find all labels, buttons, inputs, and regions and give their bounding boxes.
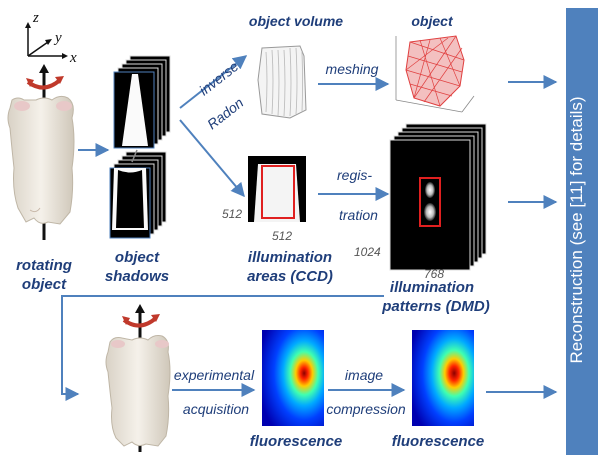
fluorescence-label-2: fluorescence xyxy=(392,433,485,450)
fluorescence-label-1: fluorescence xyxy=(250,433,343,450)
ccd-height-label: 512 xyxy=(222,207,242,221)
experimental-label: experimental xyxy=(174,367,255,383)
dmd-stack xyxy=(390,124,486,270)
compression-label: compression xyxy=(326,401,406,417)
inverse-label: inverse xyxy=(196,58,242,99)
axes-icon: z y x xyxy=(25,10,77,66)
ccd-frame xyxy=(248,156,306,222)
rotation-arrow-icon-bottom xyxy=(122,304,160,334)
acquisition-label: acquisition xyxy=(183,401,249,417)
dmd-height-label: 1024 xyxy=(354,245,381,259)
ccd-width-label: 512 xyxy=(272,229,292,243)
object-shadows-label-1: object xyxy=(115,249,160,266)
shadow-stack-top xyxy=(114,56,170,148)
illum-areas-label-1: illumination xyxy=(248,249,332,266)
radon-label: Radon xyxy=(204,94,247,132)
registration-label-2: tration xyxy=(339,207,378,223)
meshing-label: meshing xyxy=(326,61,379,77)
side-panel-text: Reconstruction (see [11] for details) xyxy=(567,96,586,363)
fluorescence-map-1 xyxy=(262,330,324,426)
object-label: object xyxy=(411,13,454,29)
mouse-figure-bottom xyxy=(106,334,170,452)
rotating-object-label-2: object xyxy=(22,276,67,293)
volume-figure xyxy=(258,46,306,118)
rotating-object-label-1: rotating xyxy=(16,257,72,274)
mouse-figure-top xyxy=(8,96,74,240)
mesh-figure xyxy=(396,36,474,112)
object-shadows-label-2: shadows xyxy=(105,268,169,285)
image-label: image xyxy=(345,367,383,383)
reconstruction-panel: Reconstruction (see [11] for details) xyxy=(566,8,598,455)
axis-x-label: x xyxy=(69,50,77,66)
illum-patterns-label-2: patterns (DMD) xyxy=(381,298,490,315)
registration-label-1: regis- xyxy=(337,167,372,183)
axis-z-label: z xyxy=(32,10,39,26)
object-volume-label: object volume xyxy=(249,13,343,29)
fluorescence-map-2 xyxy=(412,330,474,426)
shadow-stack-bottom xyxy=(110,152,166,238)
illum-patterns-label-1: illumination xyxy=(390,279,474,296)
axis-y-label: y xyxy=(53,30,62,46)
rotation-arrow-icon xyxy=(26,64,64,98)
illum-areas-label-2: areas (CCD) xyxy=(247,268,333,285)
